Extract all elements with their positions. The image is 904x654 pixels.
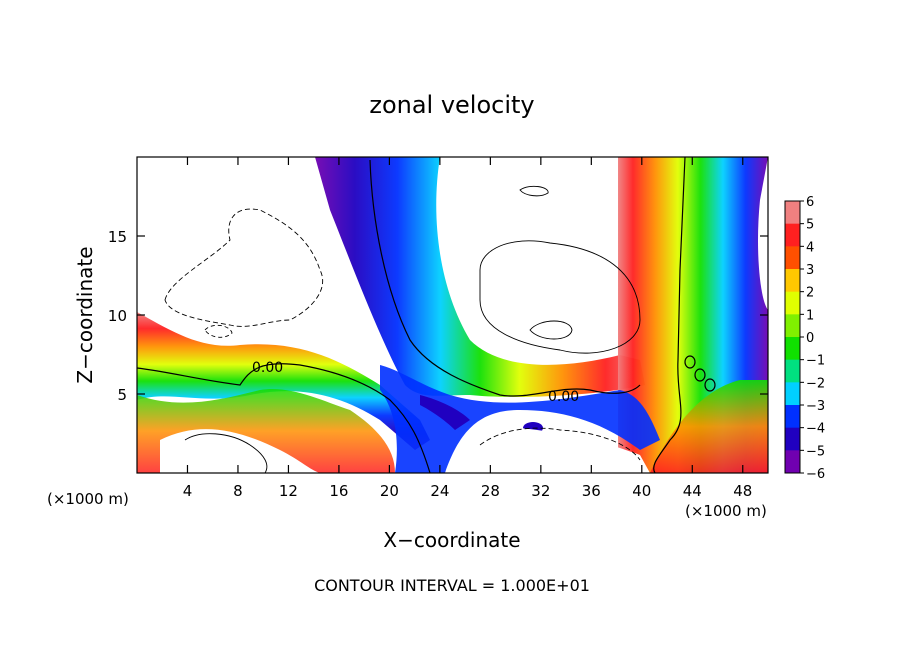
contour-lines	[137, 157, 716, 473]
colorbar-band	[785, 223, 800, 247]
y-tick-label: 15	[108, 228, 127, 246]
heatmap-band-upper	[315, 157, 645, 397]
colorbar-tick-label: 3	[806, 263, 814, 278]
heatmap-field: 0.00 0.00	[137, 157, 768, 473]
colorbar-tick-label: 1	[806, 308, 814, 323]
x-tick-label: 36	[582, 482, 601, 500]
heatmap-right-white	[757, 157, 768, 310]
colorbar-band	[785, 314, 800, 338]
heatmap-bottom-right	[650, 380, 768, 473]
y-axis: 5 10 15	[108, 228, 768, 404]
colorbar-band	[785, 450, 800, 474]
contour-label-right: 0.00	[548, 389, 579, 405]
x-unit-left: (×1000 m)	[47, 490, 129, 508]
y-axis-label: Z−coordinate	[73, 246, 97, 383]
x-unit-right: (×1000 m)	[685, 502, 767, 520]
colorbar-tick-label: 0	[806, 331, 814, 346]
colorbar-tick-label: −5	[806, 444, 825, 459]
colorbar-tick-label: −1	[806, 354, 825, 369]
x-tick-label: 24	[430, 482, 449, 500]
x-axis-label: X−coordinate	[383, 528, 520, 552]
x-tick-label: 48	[733, 482, 752, 500]
colorbar-band	[785, 405, 800, 429]
colorbar-tick-label: 4	[806, 240, 814, 255]
colorbar-band	[785, 427, 800, 451]
x-tick-label: 12	[279, 482, 298, 500]
colorbar: 6 5 4 3 2 1 0 −1 −2 −3 −4 −5 −6	[784, 195, 825, 482]
y-tick-label: 5	[117, 386, 127, 404]
colorbar-band	[785, 201, 800, 225]
colorbar-tick-label: −4	[806, 422, 825, 437]
x-tick-label: 32	[531, 482, 550, 500]
colorbar-tick-label: −6	[806, 467, 825, 482]
x-tick-label: 4	[183, 482, 193, 500]
x-tick-label: 28	[481, 482, 500, 500]
contour-interval-note: CONTOUR INTERVAL = 1.000E+01	[314, 576, 590, 595]
x-tick-label: 16	[329, 482, 348, 500]
colorbar-tick-label: 6	[806, 195, 814, 210]
heatmap-band-left	[137, 312, 430, 450]
colorbar-tick-label: −3	[806, 399, 825, 414]
x-tick-label: 20	[380, 482, 399, 500]
x-axis: 4 8 12 16 20 24 28 32 36 40 44 48	[183, 157, 752, 500]
colorbar-band	[785, 382, 800, 406]
contour-label-left: 0.00	[252, 360, 283, 376]
colorbar-tick-label: 2	[806, 286, 814, 301]
heatmap-trough	[380, 365, 660, 473]
colorbar-band	[785, 291, 800, 315]
x-tick-label: 8	[233, 482, 243, 500]
colorbar-band	[785, 269, 800, 293]
colorbar-tick-label: −2	[806, 376, 825, 391]
chart-title: zonal velocity	[369, 91, 534, 119]
colorbar-band	[785, 246, 800, 270]
x-tick-label: 44	[683, 482, 702, 500]
y-tick-label: 10	[108, 307, 127, 325]
colorbar-band	[785, 337, 800, 361]
x-tick-label: 40	[632, 482, 651, 500]
colorbar-band	[785, 359, 800, 383]
colorbar-tick-label: 5	[806, 218, 814, 233]
